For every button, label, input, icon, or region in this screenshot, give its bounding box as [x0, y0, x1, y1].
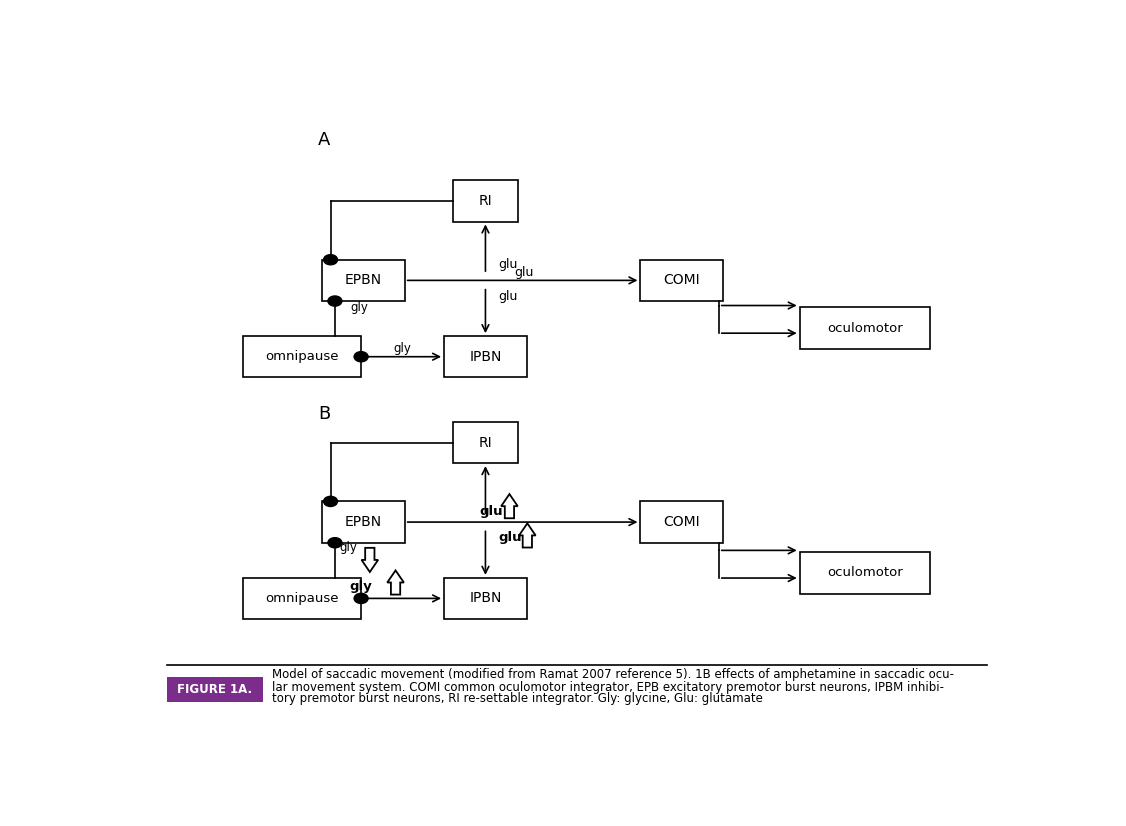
Polygon shape: [519, 524, 536, 548]
Text: RI: RI: [479, 435, 492, 449]
Polygon shape: [501, 494, 518, 518]
FancyBboxPatch shape: [453, 180, 518, 221]
Text: COMI: COMI: [663, 273, 700, 287]
Polygon shape: [387, 571, 404, 595]
Text: glu: glu: [513, 266, 534, 278]
Text: gly: gly: [394, 342, 411, 355]
Text: FIGURE 1A.: FIGURE 1A.: [178, 683, 252, 695]
FancyBboxPatch shape: [641, 501, 723, 543]
FancyBboxPatch shape: [322, 259, 404, 301]
FancyBboxPatch shape: [444, 577, 527, 619]
Text: RI: RI: [479, 194, 492, 208]
Text: EPBN: EPBN: [345, 273, 382, 287]
Text: glu: glu: [479, 506, 502, 519]
FancyBboxPatch shape: [453, 422, 518, 463]
Text: IPBN: IPBN: [470, 349, 502, 363]
FancyBboxPatch shape: [243, 336, 361, 377]
Circle shape: [323, 254, 338, 265]
Text: gly: gly: [350, 301, 368, 314]
Circle shape: [354, 593, 368, 604]
Text: omnipause: omnipause: [266, 350, 339, 363]
Circle shape: [354, 352, 368, 362]
FancyBboxPatch shape: [641, 259, 723, 301]
FancyBboxPatch shape: [322, 501, 404, 543]
Text: glu: glu: [499, 290, 518, 303]
Text: oculomotor: oculomotor: [828, 321, 903, 335]
Circle shape: [328, 538, 342, 548]
Text: IPBN: IPBN: [470, 591, 502, 605]
Polygon shape: [361, 548, 378, 572]
Circle shape: [323, 496, 338, 506]
FancyBboxPatch shape: [444, 336, 527, 377]
FancyBboxPatch shape: [799, 307, 930, 349]
Text: B: B: [318, 405, 330, 423]
Text: tory premotor burst neurons, RI re-settable integrator. Gly: glycine, Glu: gluta: tory premotor burst neurons, RI re-setta…: [271, 692, 762, 705]
Text: Model of saccadic movement (modified from Ramat 2007 reference 5). 1B effects of: Model of saccadic movement (modified fro…: [271, 668, 954, 681]
Text: A: A: [318, 131, 330, 150]
Text: glu: glu: [499, 258, 518, 271]
Text: oculomotor: oculomotor: [828, 567, 903, 580]
Text: EPBN: EPBN: [345, 515, 382, 529]
Text: gly: gly: [349, 581, 372, 593]
Circle shape: [328, 296, 342, 306]
Bar: [167, 676, 263, 702]
FancyBboxPatch shape: [243, 577, 361, 619]
Text: gly: gly: [339, 541, 357, 554]
Text: COMI: COMI: [663, 515, 700, 529]
Text: glu: glu: [499, 531, 522, 544]
Text: lar movement system. COMI common oculomotor integrator, EPB excitatory premotor : lar movement system. COMI common oculomo…: [271, 681, 944, 694]
FancyBboxPatch shape: [799, 553, 930, 594]
Text: omnipause: omnipause: [266, 592, 339, 605]
